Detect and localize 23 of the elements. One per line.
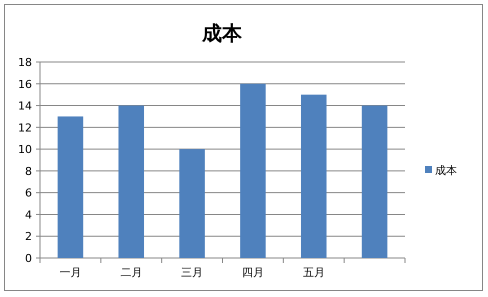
bar: [118, 106, 144, 258]
chart-title: 成本: [201, 21, 243, 45]
y-tick-label: 18: [18, 56, 32, 69]
x-tick-label: 四月: [242, 266, 264, 279]
y-tick-label: 14: [18, 100, 32, 113]
x-tick-label: 一月: [59, 266, 82, 279]
y-tick-label: 6: [25, 186, 32, 200]
bar: [58, 116, 84, 258]
y-tick-label: 2: [25, 230, 32, 244]
y-tick-label: 12: [18, 121, 32, 134]
bar: [179, 149, 205, 258]
legend-label: 成本: [435, 164, 457, 177]
y-tick-label: 0: [25, 252, 32, 265]
bar: [240, 84, 266, 258]
y-tick-label: 16: [18, 78, 32, 91]
x-tick-label: 二月: [120, 266, 142, 279]
x-tick-label: 三月: [181, 266, 204, 279]
y-tick-label: 10: [18, 143, 32, 156]
x-tick-label: 五月: [302, 266, 325, 279]
bar: [362, 106, 388, 258]
y-tick-label: 8: [25, 164, 32, 178]
bar: [300, 94, 327, 258]
y-tick-label: 4: [25, 208, 32, 222]
